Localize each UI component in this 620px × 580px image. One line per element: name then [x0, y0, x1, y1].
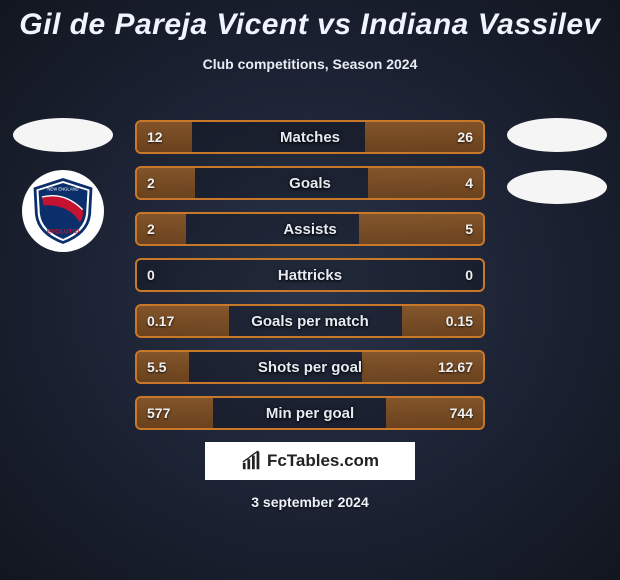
stats-comparison-bars: 1226Matches 24Goals 25Assists 00Hattricks 0.… [135, 120, 485, 442]
subtitle: Club competitions, Season 2024 [0, 56, 620, 72]
stat-label: Assists [137, 214, 483, 244]
stat-row-assists: 25Assists [135, 212, 485, 246]
page-title: Gil de Pareja Vicent vs Indiana Vassilev [0, 0, 620, 42]
club-logo-placeholder-icon [507, 118, 607, 152]
svg-text:NEW ENGLAND: NEW ENGLAND [47, 187, 78, 192]
stat-label: Shots per goal [137, 352, 483, 382]
stat-label: Matches [137, 122, 483, 152]
stat-row-goals: 24Goals [135, 166, 485, 200]
stat-label: Goals [137, 168, 483, 198]
right-player-logos [502, 118, 612, 222]
stat-row-hattricks: 00Hattricks [135, 258, 485, 292]
left-player-logos: EVOLUTIO NEW ENGLAND [8, 118, 118, 252]
date-text: 3 september 2024 [0, 494, 620, 510]
new-england-revolution-crest-icon: EVOLUTIO NEW ENGLAND [22, 170, 104, 252]
stat-row-shots-per-goal: 5.512.67Shots per goal [135, 350, 485, 384]
svg-text:EVOLUTIO: EVOLUTIO [47, 228, 79, 235]
stat-row-min-per-goal: 577744Min per goal [135, 396, 485, 430]
chart-icon [241, 450, 263, 472]
footer-brand-text: FcTables.com [267, 451, 379, 471]
stat-label: Min per goal [137, 398, 483, 428]
club-logo-placeholder-icon [13, 118, 113, 152]
footer-brand-box[interactable]: FcTables.com [205, 442, 415, 480]
club-logo-placeholder-icon [507, 170, 607, 204]
stat-row-matches: 1226Matches [135, 120, 485, 154]
stat-row-goals-per-match: 0.170.15Goals per match [135, 304, 485, 338]
stat-label: Hattricks [137, 260, 483, 290]
stat-label: Goals per match [137, 306, 483, 336]
